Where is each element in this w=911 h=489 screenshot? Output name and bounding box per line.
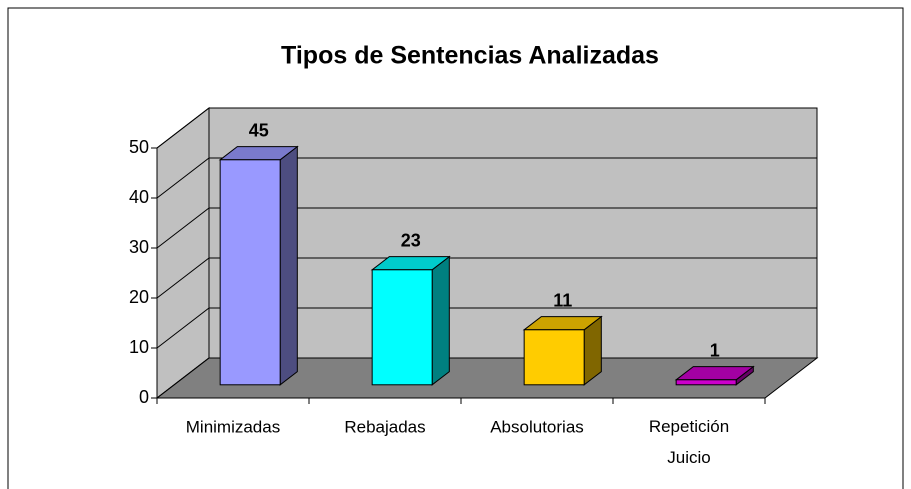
data-label: 1 xyxy=(710,340,720,360)
chart-title: Tipos de Sentencias Analizadas xyxy=(281,42,659,70)
grid-line xyxy=(156,307,817,349)
grid-line xyxy=(156,357,817,399)
x-tick-label: Absolutorias xyxy=(490,417,584,436)
bar xyxy=(674,365,755,386)
bar-side xyxy=(279,145,298,386)
bar-front xyxy=(371,269,433,386)
y-tick-label: 50 xyxy=(129,137,149,157)
bar-side xyxy=(431,255,450,386)
bar xyxy=(370,255,451,386)
side-wall xyxy=(156,106,210,400)
bar-front xyxy=(523,329,585,386)
x-tick-label: Minimizadas xyxy=(186,417,280,436)
x-tick-label: Repetición Juicio xyxy=(649,417,729,467)
grid-line xyxy=(156,107,817,149)
y-tick-label: 30 xyxy=(129,237,149,257)
grid-line xyxy=(156,257,817,299)
grid-line xyxy=(156,157,817,199)
y-tick-label: 20 xyxy=(129,287,149,307)
back-wall xyxy=(208,107,818,359)
y-tick-label: 40 xyxy=(129,187,149,207)
bar-front xyxy=(675,379,737,386)
chart-frame xyxy=(7,7,904,489)
data-label: 45 xyxy=(249,120,269,140)
bar-front xyxy=(219,159,281,386)
data-label: 23 xyxy=(401,230,421,250)
y-tick-label: 10 xyxy=(129,337,149,357)
x-tick-label: Rebajadas xyxy=(344,417,425,436)
bar xyxy=(218,145,299,386)
y-tick-label: 0 xyxy=(139,387,149,407)
bar xyxy=(522,315,603,386)
data-label: 11 xyxy=(553,290,572,310)
grid-line xyxy=(156,207,817,249)
